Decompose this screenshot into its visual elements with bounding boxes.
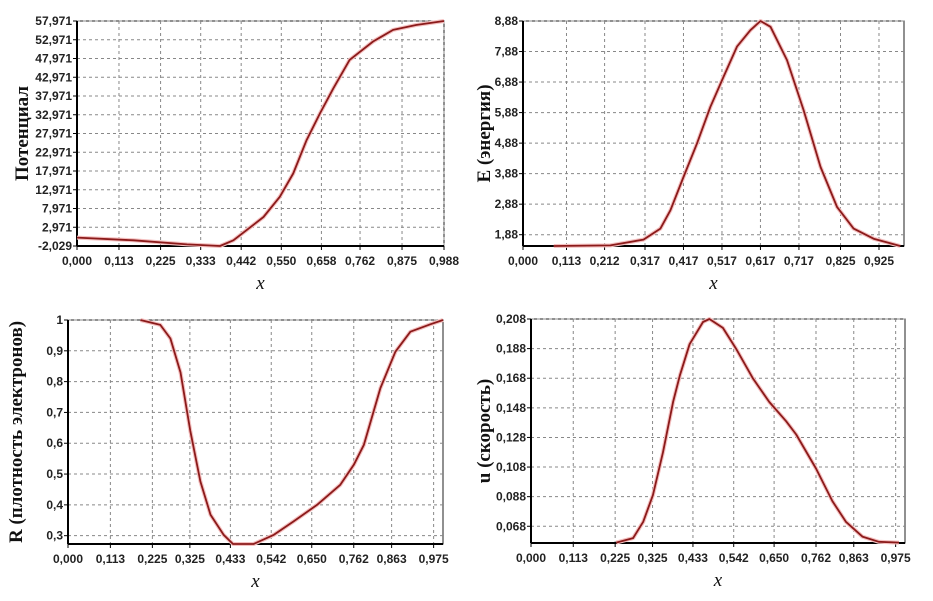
x-tick-label: 0,442 [226, 254, 256, 268]
y-axis-label: R (плотность электронов) [6, 321, 27, 543]
y-tick-label: 0,188 [496, 342, 526, 356]
x-tick-label: 0,433 [215, 552, 245, 566]
y-tick-label: 1 [56, 313, 63, 327]
x-tick-label: 0,863 [839, 551, 869, 565]
x-tick-label: 0,225 [146, 254, 176, 268]
x-tick-label: 0,650 [759, 551, 789, 565]
x-axis-label: x [713, 570, 723, 591]
chart-4: 0,000 0,113 0,225 0,325 0,433 0,542 0,650 0,762… [474, 312, 911, 591]
y-tick-label: 2,88 [495, 197, 519, 211]
x-axis-label: x [250, 571, 260, 592]
x-tick-label: 0,113 [96, 552, 126, 566]
x-tick-label: 0,550 [266, 254, 296, 268]
y-tick-label: 7,971 [42, 202, 72, 216]
x-tick-label: 0,325 [175, 552, 205, 566]
x-axis-label: x [708, 273, 718, 294]
x-tick-label: 0,762 [345, 254, 375, 268]
y-tick-label: 0,8 [46, 375, 63, 389]
x-tick-label: 0,113 [559, 551, 589, 565]
x-tick-label: 0,762 [339, 552, 369, 566]
x-tick-label: 0,317 [630, 254, 660, 268]
x-tick-label: 0,975 [881, 551, 911, 565]
y-tick-label: 1,88 [495, 228, 519, 242]
x-tick-label: 0,212 [590, 254, 620, 268]
y-tick-label: 47,971 [35, 52, 72, 66]
x-tick-label: 0,988 [429, 254, 459, 268]
x-tick-label: 0,113 [552, 254, 582, 268]
y-tick-label: 3,88 [495, 167, 519, 181]
series-line [616, 318, 900, 544]
plot-area [522, 20, 905, 247]
x-tick-label: 0,113 [104, 254, 134, 268]
y-tick-label: 8,88 [495, 14, 519, 28]
chart-3: 0,000 0,113 0,225 0,325 0,433 0,542 0,650 0,762… [6, 313, 449, 592]
x-tick-label: 0,650 [297, 552, 327, 566]
y-tick-label: 17,971 [35, 164, 72, 178]
plot-area [67, 319, 444, 545]
y-tick-label: 7,88 [495, 45, 519, 59]
y-tick-label: 22,971 [35, 145, 72, 159]
y-tick-label: 0,128 [496, 430, 526, 444]
y-tick-label: 0,088 [496, 490, 526, 504]
x-tick-label: 0,925 [864, 254, 894, 268]
y-axis-label: E (энергия) [474, 84, 495, 182]
x-tick-label: 0,542 [256, 552, 286, 566]
chart-1: 0,000 0,113 0,225 0,333 0,442 0,550 0,658 0,762… [12, 14, 459, 294]
y-tick-label: 57,971 [35, 14, 72, 28]
y-tick-label: 42,971 [35, 70, 72, 84]
y-tick-label: 5,88 [495, 106, 519, 120]
x-tick-label: 0,325 [638, 551, 668, 565]
y-tick-label: 0,5 [46, 467, 63, 481]
x-tick-label: 0,658 [306, 254, 336, 268]
y-tick-label: 0,7 [46, 405, 63, 419]
y-axis-label: u (скорость) [474, 379, 495, 483]
x-tick-label: 0,863 [377, 552, 407, 566]
y-tick-label: 0,168 [496, 371, 526, 385]
y-tick-label: 0,068 [496, 519, 526, 533]
y-tick-label: 52,971 [35, 33, 72, 47]
x-tick-label: 0,542 [719, 551, 749, 565]
y-tick-label: 32,971 [35, 108, 72, 122]
x-tick-label: 0,875 [387, 254, 417, 268]
y-tick-label: 27,971 [35, 127, 72, 141]
y-tick-label: 0,9 [46, 344, 63, 358]
y-tick-label: 0,148 [496, 401, 526, 415]
y-tick-label: -2,029 [38, 239, 72, 253]
y-axis-label: Потенциал [12, 86, 33, 181]
chart-2: 0,000 0,113 0,212 0,317 0,417 0,517 0,617 0,717… [474, 14, 905, 294]
y-tick-label: 0,6 [46, 436, 63, 450]
y-tick-label: 0,4 [46, 498, 63, 512]
x-tick-label: 0,000 [53, 552, 83, 566]
x-axis-label: x [255, 273, 265, 294]
x-tick-label: 0,762 [801, 551, 831, 565]
x-tick-label: 0,975 [419, 552, 449, 566]
y-tick-label: 2,971 [42, 220, 72, 234]
x-tick-label: 0,000 [508, 254, 538, 268]
x-tick-label: 0,000 [62, 254, 92, 268]
y-tick-label: 6,88 [495, 75, 519, 89]
x-tick-label: 0,225 [137, 552, 167, 566]
x-tick-label: 0,225 [600, 551, 630, 565]
series-line [553, 20, 901, 247]
x-tick-label: 0,717 [784, 254, 814, 268]
x-tick-label: 0,825 [825, 254, 855, 268]
series-line [76, 20, 445, 247]
x-tick-label: 0,333 [186, 254, 216, 268]
y-tick-label: 37,971 [35, 89, 72, 103]
y-tick-label: 0,3 [46, 529, 63, 543]
y-tick-label: 0,108 [496, 460, 526, 474]
y-tick-label: 0,208 [496, 312, 526, 326]
y-tick-label: 12,971 [35, 183, 72, 197]
x-tick-label: 0,000 [516, 551, 546, 565]
x-tick-label: 0,433 [678, 551, 708, 565]
x-tick-label: 0,517 [707, 254, 737, 268]
y-tick-label: 4,88 [495, 136, 519, 150]
series-line [140, 319, 444, 545]
x-tick-label: 0,417 [668, 254, 698, 268]
x-tick-label: 0,617 [745, 254, 775, 268]
plot-area [530, 318, 906, 544]
